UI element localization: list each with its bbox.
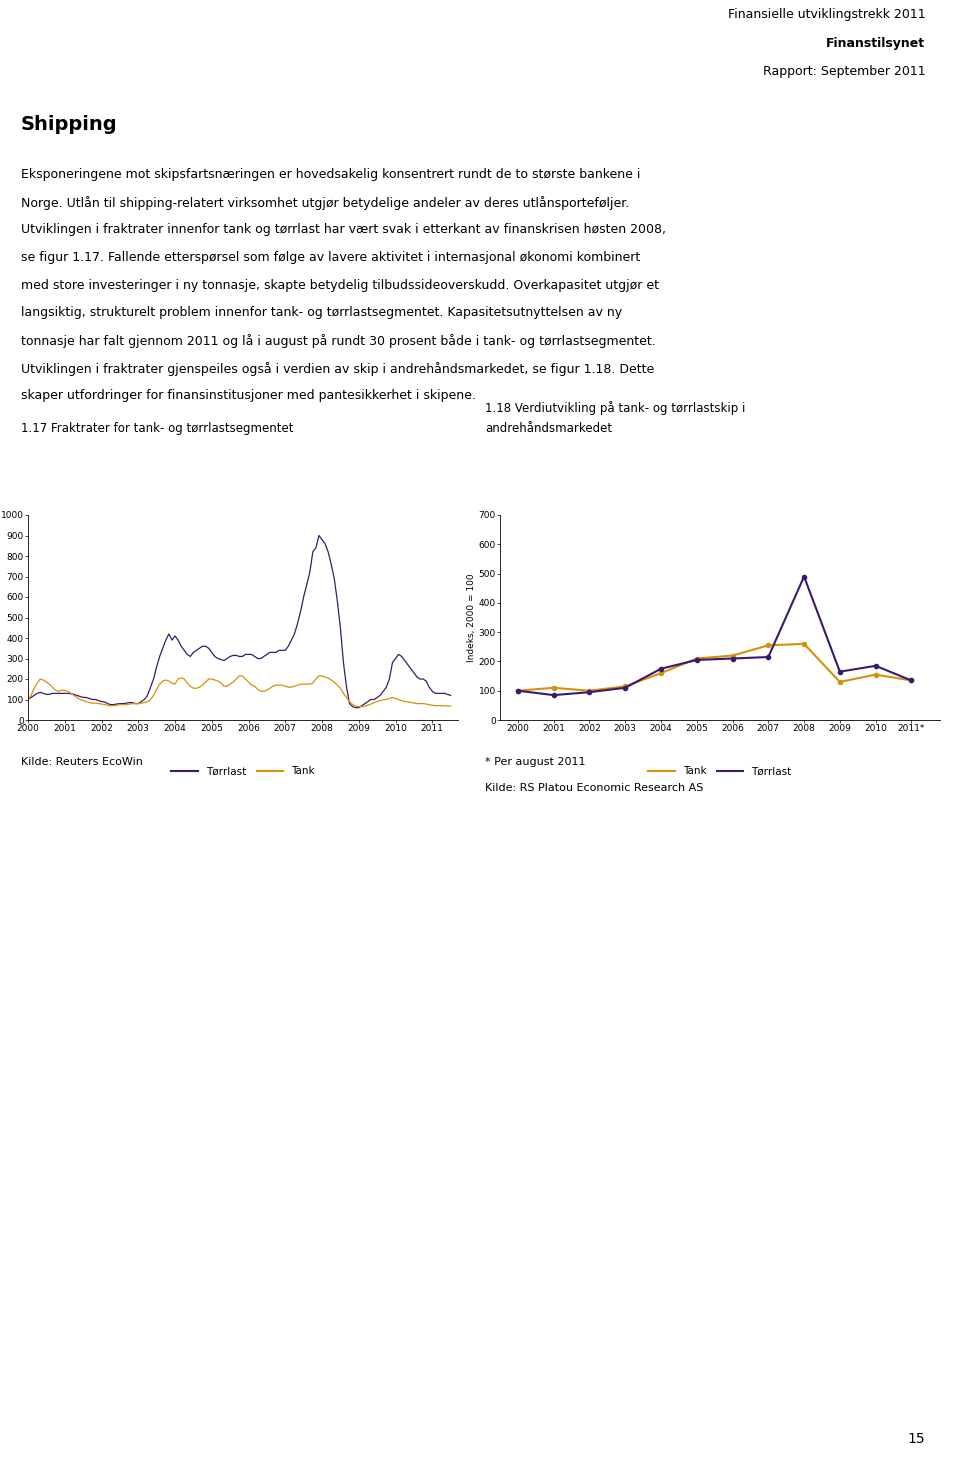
Text: tonnasje har falt gjennom 2011 og lå i august på rundt 30 prosent både i tank- o: tonnasje har falt gjennom 2011 og lå i a…	[21, 334, 656, 348]
Text: Norge. Utlån til shipping-relatert virksomhet utgjør betydelige andeler av deres: Norge. Utlån til shipping-relatert virks…	[21, 196, 630, 209]
Text: Rapport: September 2011: Rapport: September 2011	[763, 65, 925, 78]
Text: Finansielle utviklingstrekk 2011: Finansielle utviklingstrekk 2011	[728, 9, 925, 21]
Text: Utviklingen i fraktrater gjenspeiles også i verdien av skip i andrehåndsmarkedet: Utviklingen i fraktrater gjenspeiles ogs…	[21, 362, 655, 376]
Text: skaper utfordringer for finansinstitusjoner med pantesikkerhet i skipene.: skaper utfordringer for finansinstitusjo…	[21, 389, 476, 402]
Text: langsiktig, strukturelt problem innenfor tank- og tørrlastsegmentet. Kapasitetsu: langsiktig, strukturelt problem innenfor…	[21, 306, 622, 320]
Text: andrehåndsmarkedet: andrehåndsmarkedet	[485, 421, 612, 435]
Text: Finanstilsynet: Finanstilsynet	[827, 37, 925, 50]
Text: Kilde: RS Platou Economic Research AS: Kilde: RS Platou Economic Research AS	[485, 784, 703, 794]
Text: 15: 15	[908, 1432, 925, 1446]
Legend: Tørrlast, Tank: Tørrlast, Tank	[167, 762, 319, 781]
Text: med store investeringer i ny tonnasje, skapte betydelig tilbudssideoverskudd. Ov: med store investeringer i ny tonnasje, s…	[21, 278, 660, 292]
Legend: Tank, Tørrlast: Tank, Tørrlast	[644, 762, 796, 781]
Y-axis label: Indeks, 2000 = 100: Indeks, 2000 = 100	[467, 573, 476, 661]
Text: Utviklingen i fraktrater innenfor tank og tørrlast har vært svak i etterkant av : Utviklingen i fraktrater innenfor tank o…	[21, 224, 666, 236]
Text: 1.18 Verdiutvikling på tank- og tørrlastskip i: 1.18 Verdiutvikling på tank- og tørrlast…	[485, 402, 745, 415]
Text: Shipping: Shipping	[21, 115, 118, 134]
Text: 1.17 Fraktrater for tank- og tørrlastsegmentet: 1.17 Fraktrater for tank- og tørrlastseg…	[21, 421, 294, 435]
Text: Eksponeringene mot skipsfartsnæringen er hovedsakelig konsentrert rundt de to st: Eksponeringene mot skipsfartsnæringen er…	[21, 168, 640, 181]
Text: Kilde: Reuters EcoWin: Kilde: Reuters EcoWin	[21, 757, 143, 767]
Text: se figur 1.17. Fallende etterspørsel som følge av lavere aktivitet i internasjon: se figur 1.17. Fallende etterspørsel som…	[21, 250, 640, 264]
Text: * Per august 2011: * Per august 2011	[485, 757, 586, 767]
